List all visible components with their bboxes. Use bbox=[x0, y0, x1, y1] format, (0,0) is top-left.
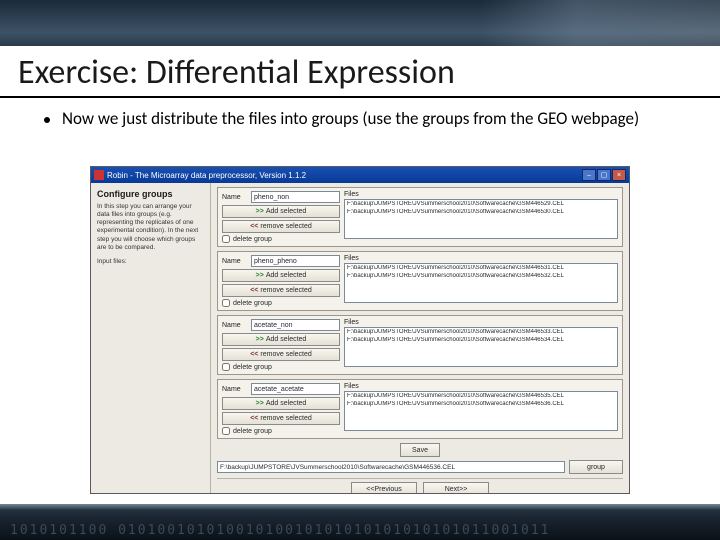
slide: Exercise: Differential Expression Now we… bbox=[0, 0, 720, 540]
bullet-row: Now we just distribute the files into gr… bbox=[44, 108, 690, 131]
add-selected-button[interactable]: >>Add selected bbox=[222, 397, 340, 410]
nav-row: << Previous Next >> bbox=[217, 478, 623, 493]
remove-selected-button[interactable]: <<remove selected bbox=[222, 348, 340, 361]
app-titlebar[interactable]: Robin - The Microarray data preprocessor… bbox=[91, 167, 629, 183]
add-selected-button[interactable]: >>Add selected bbox=[222, 333, 340, 346]
next-button[interactable]: Next >> bbox=[423, 482, 489, 493]
bullet-dot bbox=[44, 117, 50, 123]
close-button[interactable]: × bbox=[612, 169, 626, 181]
remove-selected-button[interactable]: <<remove selected bbox=[222, 220, 340, 233]
header-band bbox=[0, 0, 720, 46]
files-list[interactable]: F:\backup\JUMPSTORE\JVSummerschool2010\S… bbox=[344, 263, 618, 303]
files-label: Files bbox=[344, 191, 618, 198]
add-selected-button[interactable]: >>Add selected bbox=[222, 205, 340, 218]
remove-selected-button[interactable]: <<remove selected bbox=[222, 284, 340, 297]
arrow-right-icon: >> bbox=[256, 208, 264, 215]
app-window: Robin - The Microarray data preprocessor… bbox=[90, 166, 630, 494]
configure-desc: In this step you can arrange your data f… bbox=[97, 203, 204, 252]
right-panel: Name pheno_non >>Add selected <<remove s… bbox=[211, 183, 629, 493]
delete-group-checkbox[interactable]: delete group bbox=[222, 363, 340, 371]
arrow-left-icon: << bbox=[250, 223, 258, 230]
binary-decor: 1010101100 01010010101001010010101010101… bbox=[10, 523, 710, 538]
file-item[interactable]: F:\backup\JUMPSTORE\JVSummerschool2010\S… bbox=[347, 265, 615, 273]
file-item[interactable]: F:\backup\JUMPSTORE\JVSummerschool2010\S… bbox=[347, 337, 615, 345]
group-name-input[interactable]: pheno_pheno bbox=[251, 255, 340, 267]
group-block: Name pheno_pheno >>Add selected <<remove… bbox=[217, 251, 623, 311]
title-underline bbox=[0, 96, 720, 98]
add-selected-button[interactable]: >>Add selected bbox=[222, 269, 340, 282]
group-button[interactable]: group bbox=[569, 460, 623, 474]
arrow-left-icon: << bbox=[250, 415, 258, 422]
arrow-right-icon: >> bbox=[256, 400, 264, 407]
group-name-input[interactable]: acetate_acetate bbox=[251, 383, 340, 395]
files-label: Files bbox=[344, 383, 618, 390]
files-list[interactable]: F:\backup\JUMPSTORE\JVSummerschool2010\S… bbox=[344, 199, 618, 239]
maximize-button[interactable]: ▢ bbox=[597, 169, 611, 181]
arrow-right-icon: >> bbox=[256, 336, 264, 343]
footer-band: 1010101100 01010010101001010010101010101… bbox=[0, 504, 720, 540]
minimize-button[interactable]: – bbox=[582, 169, 596, 181]
file-item[interactable]: F:\backup\JUMPSTORE\JVSummerschool2010\S… bbox=[347, 329, 615, 337]
name-label: Name bbox=[222, 194, 248, 201]
app-icon bbox=[94, 170, 104, 180]
files-list[interactable]: F:\backup\JUMPSTORE\JVSummerschool2010\S… bbox=[344, 327, 618, 367]
save-row: Save bbox=[217, 443, 623, 457]
name-label: Name bbox=[222, 322, 248, 329]
files-label: Files bbox=[344, 255, 618, 262]
files-label: Files bbox=[344, 319, 618, 326]
previous-button[interactable]: << Previous bbox=[351, 482, 417, 493]
path-input[interactable]: F:\backup\JUMPSTORE\JVSummerschool2010\S… bbox=[217, 461, 565, 473]
configure-heading: Configure groups bbox=[97, 189, 204, 199]
group-name-input[interactable]: acetate_non bbox=[251, 319, 340, 331]
group-block: Name pheno_non >>Add selected <<remove s… bbox=[217, 187, 623, 247]
app-body: Configure groups In this step you can ar… bbox=[91, 183, 629, 493]
group-block: Name acetate_acetate >>Add selected <<re… bbox=[217, 379, 623, 439]
bullet-text: Now we just distribute the files into gr… bbox=[62, 108, 639, 131]
delete-group-checkbox[interactable]: delete group bbox=[222, 235, 340, 243]
delete-group-checkbox[interactable]: delete group bbox=[222, 427, 340, 435]
left-panel: Configure groups In this step you can ar… bbox=[91, 183, 211, 493]
file-item[interactable]: F:\backup\JUMPSTORE\JVSummerschool2010\S… bbox=[347, 401, 615, 409]
file-item[interactable]: F:\backup\JUMPSTORE\JVSummerschool2010\S… bbox=[347, 393, 615, 401]
name-label: Name bbox=[222, 258, 248, 265]
file-item[interactable]: F:\backup\JUMPSTORE\JVSummerschool2010\S… bbox=[347, 201, 615, 209]
slide-title: Exercise: Differential Expression bbox=[18, 52, 455, 93]
save-button[interactable]: Save bbox=[400, 443, 440, 457]
remove-selected-button[interactable]: <<remove selected bbox=[222, 412, 340, 425]
group-name-input[interactable]: pheno_non bbox=[251, 191, 340, 203]
app-title: Robin - The Microarray data preprocessor… bbox=[107, 171, 306, 180]
file-item[interactable]: F:\backup\JUMPSTORE\JVSummerschool2010\S… bbox=[347, 209, 615, 217]
group-block: Name acetate_non >>Add selected <<remove… bbox=[217, 315, 623, 375]
input-files-label: Input files: bbox=[97, 258, 204, 266]
delete-group-checkbox[interactable]: delete group bbox=[222, 299, 340, 307]
name-label: Name bbox=[222, 386, 248, 393]
arrow-left-icon: << bbox=[250, 287, 258, 294]
files-list[interactable]: F:\backup\JUMPSTORE\JVSummerschool2010\S… bbox=[344, 391, 618, 431]
arrow-left-icon: << bbox=[250, 351, 258, 358]
bottom-bar: F:\backup\JUMPSTORE\JVSummerschool2010\S… bbox=[217, 460, 623, 474]
file-item[interactable]: F:\backup\JUMPSTORE\JVSummerschool2010\S… bbox=[347, 273, 615, 281]
arrow-right-icon: >> bbox=[256, 272, 264, 279]
